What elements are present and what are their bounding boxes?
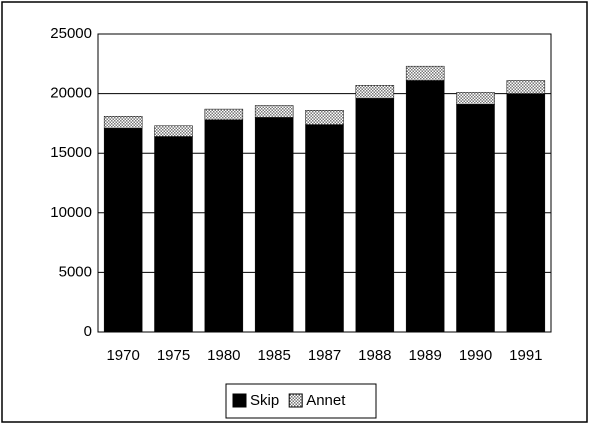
- bar-segment: [456, 104, 495, 333]
- bar-segment: [154, 125, 193, 137]
- bar-segment: [204, 119, 244, 333]
- plot-frame: [97, 33, 552, 333]
- x-tick-label: 1987: [308, 347, 341, 364]
- legend-label: Skip: [250, 392, 279, 409]
- bar-segment: [456, 92, 495, 105]
- y-tick-label: 10000: [50, 204, 92, 221]
- bar-segment: [405, 80, 445, 333]
- bar-segment: [355, 85, 395, 99]
- bar-segment: [154, 136, 193, 333]
- bar-segment: [506, 93, 546, 333]
- y-tick-label: 20000: [50, 85, 92, 102]
- bar-segment: [506, 80, 546, 94]
- y-tick-label: 15000: [50, 144, 92, 161]
- x-tick-label: 1985: [257, 347, 290, 364]
- x-tick-label: 1988: [358, 347, 391, 364]
- bar-segment: [355, 98, 395, 333]
- bar-segment: [405, 65, 445, 81]
- bar-segment: [204, 108, 244, 121]
- bar-segment: [305, 124, 344, 333]
- x-tick-label: 1989: [408, 347, 441, 364]
- legend-swatch: [232, 393, 247, 408]
- bar-segment: [254, 105, 294, 118]
- y-tick-label: 0: [84, 323, 92, 340]
- bar-segment: [254, 117, 294, 333]
- bar-segment: [103, 127, 143, 333]
- x-tick-label: 1970: [106, 347, 139, 364]
- x-tick-label: 1980: [207, 347, 240, 364]
- bar-segment: [305, 110, 344, 125]
- y-tick-label: 5000: [59, 263, 92, 280]
- x-tick-label: 1975: [157, 347, 190, 364]
- legend-label: Annet: [306, 392, 346, 409]
- y-tick-label: 25000: [50, 25, 92, 42]
- legend-swatch: [288, 393, 303, 408]
- legend-box: [225, 383, 377, 419]
- bar-segment: [103, 115, 143, 129]
- x-tick-label: 1991: [509, 347, 542, 364]
- x-tick-label: 1990: [459, 347, 492, 364]
